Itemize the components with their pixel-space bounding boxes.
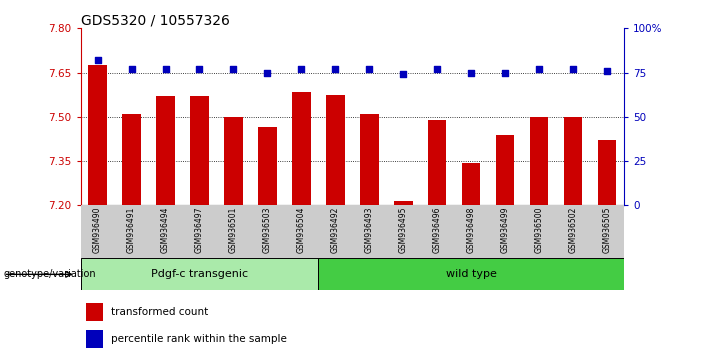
Text: GSM936499: GSM936499 xyxy=(501,207,510,253)
Point xyxy=(126,66,137,72)
Text: GDS5320 / 10557326: GDS5320 / 10557326 xyxy=(81,13,229,27)
Bar xyxy=(81,258,318,290)
Point xyxy=(261,70,273,75)
Bar xyxy=(326,95,345,205)
Bar xyxy=(224,117,243,205)
Bar xyxy=(258,127,277,205)
Point xyxy=(160,66,171,72)
Point xyxy=(533,66,545,72)
Text: GSM936505: GSM936505 xyxy=(602,207,611,253)
Bar xyxy=(318,258,624,290)
Bar xyxy=(597,141,616,205)
Bar xyxy=(394,201,412,205)
Text: GSM936491: GSM936491 xyxy=(127,207,136,253)
Text: GSM936502: GSM936502 xyxy=(569,207,578,253)
Bar xyxy=(190,96,209,205)
Bar xyxy=(156,96,175,205)
Point xyxy=(397,72,409,77)
Bar xyxy=(564,117,583,205)
Text: Pdgf-c transgenic: Pdgf-c transgenic xyxy=(151,269,248,279)
Bar xyxy=(122,114,141,205)
Point xyxy=(329,66,341,72)
Bar xyxy=(360,114,379,205)
Text: GSM936501: GSM936501 xyxy=(229,207,238,253)
Text: GSM936493: GSM936493 xyxy=(365,207,374,253)
Text: GSM936497: GSM936497 xyxy=(195,207,204,253)
Point xyxy=(228,66,239,72)
Text: percentile rank within the sample: percentile rank within the sample xyxy=(111,334,287,344)
Point xyxy=(296,66,307,72)
Bar xyxy=(428,120,447,205)
Bar xyxy=(86,303,102,321)
Bar xyxy=(86,330,102,348)
Text: GSM936495: GSM936495 xyxy=(399,207,408,253)
Point xyxy=(601,68,613,74)
Point xyxy=(567,66,578,72)
Bar xyxy=(462,162,480,205)
Text: transformed count: transformed count xyxy=(111,307,208,317)
Point xyxy=(465,70,477,75)
Bar xyxy=(88,65,107,205)
Text: GSM936503: GSM936503 xyxy=(263,207,272,253)
Text: GSM936490: GSM936490 xyxy=(93,207,102,253)
Text: GSM936504: GSM936504 xyxy=(297,207,306,253)
Text: GSM936500: GSM936500 xyxy=(534,207,543,253)
Point xyxy=(364,66,375,72)
Point xyxy=(432,66,443,72)
Bar xyxy=(292,92,311,205)
Point xyxy=(194,66,205,72)
Bar xyxy=(496,135,515,205)
Text: genotype/variation: genotype/variation xyxy=(4,269,96,279)
Text: GSM936496: GSM936496 xyxy=(433,207,442,253)
Point xyxy=(499,70,510,75)
Text: GSM936494: GSM936494 xyxy=(161,207,170,253)
Text: GSM936498: GSM936498 xyxy=(467,207,475,253)
Point xyxy=(92,57,103,63)
Text: GSM936492: GSM936492 xyxy=(331,207,340,253)
Text: wild type: wild type xyxy=(446,269,496,279)
Bar xyxy=(530,117,548,205)
